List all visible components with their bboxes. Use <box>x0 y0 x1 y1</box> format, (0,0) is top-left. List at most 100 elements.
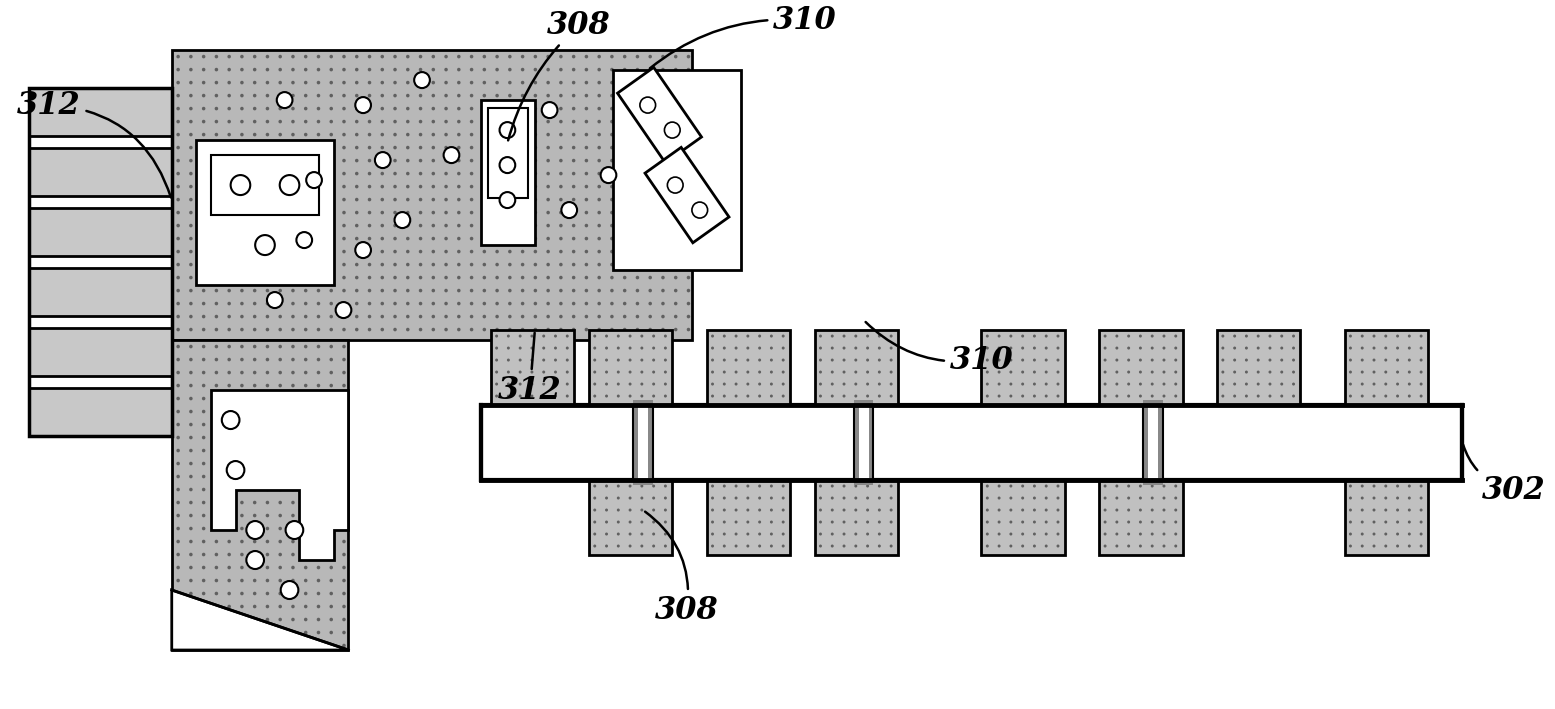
Circle shape <box>457 185 460 189</box>
Circle shape <box>202 358 205 362</box>
Circle shape <box>687 263 690 267</box>
Circle shape <box>1033 545 1036 547</box>
Circle shape <box>215 397 218 401</box>
Circle shape <box>253 514 257 518</box>
Circle shape <box>507 347 510 350</box>
Circle shape <box>202 345 205 348</box>
Circle shape <box>253 94 257 97</box>
Circle shape <box>330 488 333 491</box>
Circle shape <box>227 397 232 401</box>
Circle shape <box>317 198 320 201</box>
Circle shape <box>546 302 550 306</box>
Circle shape <box>227 55 232 58</box>
Circle shape <box>303 224 308 228</box>
Circle shape <box>227 488 232 491</box>
Circle shape <box>1138 532 1141 535</box>
Circle shape <box>445 315 448 318</box>
Circle shape <box>381 107 384 111</box>
Circle shape <box>418 107 423 111</box>
Circle shape <box>457 81 460 84</box>
Circle shape <box>594 508 596 511</box>
Circle shape <box>597 263 600 267</box>
Circle shape <box>496 315 499 318</box>
Circle shape <box>998 532 1000 535</box>
Circle shape <box>496 185 499 189</box>
Circle shape <box>628 359 631 362</box>
Circle shape <box>367 133 372 136</box>
Circle shape <box>215 618 218 621</box>
Circle shape <box>1246 383 1249 386</box>
Circle shape <box>1009 347 1012 350</box>
Circle shape <box>546 276 550 279</box>
Circle shape <box>470 68 473 72</box>
Circle shape <box>572 198 575 201</box>
Circle shape <box>266 172 269 175</box>
Circle shape <box>1256 383 1260 386</box>
Circle shape <box>266 566 269 569</box>
Circle shape <box>1127 496 1130 500</box>
Circle shape <box>330 276 333 279</box>
Circle shape <box>470 81 473 84</box>
Circle shape <box>176 527 180 530</box>
Circle shape <box>317 618 320 621</box>
Circle shape <box>1022 359 1025 362</box>
Circle shape <box>406 328 409 331</box>
Circle shape <box>266 605 269 608</box>
Circle shape <box>496 159 499 162</box>
Circle shape <box>303 371 308 374</box>
Circle shape <box>266 345 269 348</box>
Circle shape <box>176 449 180 452</box>
Circle shape <box>303 579 308 582</box>
Circle shape <box>648 237 652 240</box>
Circle shape <box>381 120 384 123</box>
Circle shape <box>854 371 857 374</box>
Circle shape <box>355 159 359 162</box>
Circle shape <box>1127 347 1130 350</box>
Circle shape <box>278 605 281 608</box>
Circle shape <box>1056 532 1059 535</box>
Circle shape <box>1233 371 1236 374</box>
Circle shape <box>1104 394 1107 398</box>
Circle shape <box>291 644 295 647</box>
Circle shape <box>342 345 345 348</box>
Circle shape <box>610 133 614 136</box>
Circle shape <box>830 545 833 547</box>
Circle shape <box>597 224 600 228</box>
Circle shape <box>406 133 409 136</box>
Circle shape <box>393 107 397 111</box>
Circle shape <box>1361 335 1364 337</box>
Circle shape <box>746 545 750 547</box>
Circle shape <box>176 224 180 228</box>
Circle shape <box>278 224 281 228</box>
Circle shape <box>746 359 750 362</box>
Circle shape <box>278 527 281 530</box>
Circle shape <box>253 566 257 569</box>
Circle shape <box>854 359 857 362</box>
Circle shape <box>624 159 627 162</box>
Circle shape <box>889 545 893 547</box>
Circle shape <box>176 397 180 401</box>
Circle shape <box>998 545 1000 547</box>
Circle shape <box>1280 383 1283 386</box>
Circle shape <box>494 335 498 337</box>
Circle shape <box>317 315 320 318</box>
Circle shape <box>496 224 499 228</box>
Circle shape <box>1138 545 1141 547</box>
Circle shape <box>1022 383 1025 386</box>
Circle shape <box>227 107 232 111</box>
Circle shape <box>843 371 846 374</box>
Circle shape <box>176 159 180 162</box>
Circle shape <box>782 532 785 535</box>
Circle shape <box>508 315 512 318</box>
Circle shape <box>830 532 833 535</box>
Circle shape <box>628 545 631 547</box>
Circle shape <box>585 237 588 240</box>
Circle shape <box>303 211 308 214</box>
Circle shape <box>1163 371 1165 374</box>
Circle shape <box>1407 359 1410 362</box>
Circle shape <box>521 328 524 331</box>
Circle shape <box>1361 359 1364 362</box>
Circle shape <box>866 496 869 500</box>
Circle shape <box>432 224 435 228</box>
Circle shape <box>342 107 345 111</box>
